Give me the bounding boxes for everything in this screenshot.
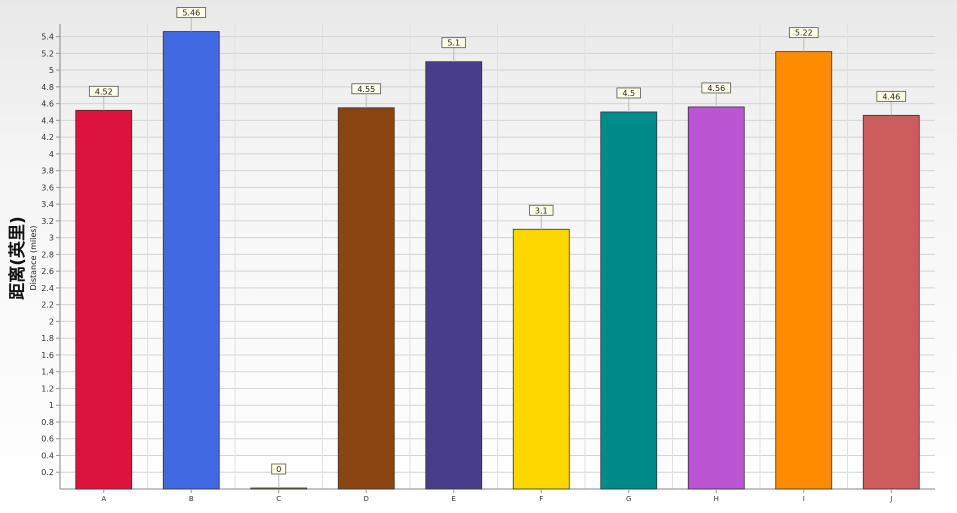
y-tick-label: 5 [49, 66, 54, 75]
data-label: 4.55 [357, 85, 375, 94]
y-tick-label: 0.2 [41, 468, 54, 477]
x-tick-label: B [189, 495, 194, 503]
data-label: 4.5 [622, 89, 635, 98]
bar-J [862, 114, 920, 490]
y-tick-label: 2.4 [41, 284, 54, 293]
y-tick-label: 0.4 [41, 451, 54, 460]
y-tick-label: 3 [49, 234, 54, 243]
data-label: 5.1 [447, 39, 460, 48]
y-tick-label: 1 [49, 401, 54, 410]
x-tick-label: C [276, 495, 281, 503]
data-label-box [441, 37, 466, 49]
x-tick-label: D [364, 495, 369, 503]
data-label-box [88, 85, 119, 97]
data-label-box [351, 83, 382, 95]
y-tick-label: 2.8 [41, 250, 54, 259]
data-label: 4.56 [707, 84, 725, 93]
x-tick-label: E [452, 495, 456, 503]
y-tick-label: 2 [49, 317, 54, 326]
data-labels: 4.52 5.46 0 4.55 5.1 3.1 4.5 4.56 5.22 4.46 [88, 7, 907, 488]
y-tick-label: 5.4 [41, 33, 54, 42]
y-tick-label: 1.8 [41, 334, 54, 343]
bar-H [687, 106, 745, 490]
y-tick-label: 4.2 [41, 133, 54, 142]
bar-F [512, 228, 570, 490]
data-label: 4.46 [882, 92, 900, 101]
bar-E [425, 61, 483, 490]
data-label: 3.1 [535, 206, 548, 215]
data-label-box [788, 27, 819, 39]
bar-B [162, 31, 220, 490]
y-tick-label: 1.6 [41, 351, 54, 360]
y-axis-sublabel: Distance (miles) [29, 225, 38, 290]
x-tick-label: I [803, 495, 805, 503]
y-axis-label: 距离(英里) [7, 216, 28, 300]
y-tick-label: 2.2 [41, 301, 54, 310]
y-tick-label: 0.8 [41, 418, 54, 427]
bars [75, 31, 920, 490]
data-label-box [701, 82, 732, 94]
x-tick-label: F [539, 495, 543, 503]
y-tick-label: 2.6 [41, 267, 54, 276]
data-label: 4.52 [95, 87, 113, 96]
bar-A [75, 109, 133, 490]
y-tick-label: 4 [49, 150, 54, 159]
x-tick-label: A [101, 495, 106, 503]
y-axis-ticks: 0.2 0.4 0.6 0.8 1 1.2 1.4 1.6 1.8 2 2.2 2.4 2.6 2.8 3 3… [41, 33, 60, 477]
data-label-box [616, 87, 641, 99]
bar-D [337, 107, 395, 490]
bar-C [250, 487, 308, 490]
y-tick-label: 4.6 [41, 100, 54, 109]
y-tick-label: 5.2 [41, 49, 54, 58]
y-tick-label: 4.4 [41, 116, 54, 125]
data-label-box [176, 7, 207, 18]
y-tick-label: 3.6 [41, 183, 54, 192]
y-tick-label: 3.4 [41, 200, 54, 209]
y-axis-title: 距离(英里) Distance (miles) [7, 216, 38, 300]
data-label: 0 [276, 465, 281, 474]
data-label-box [271, 463, 287, 475]
y-tick-label: 1.2 [41, 384, 54, 393]
data-label: 5.22 [795, 29, 813, 38]
data-label-box [529, 204, 554, 216]
y-tick-label: 0.6 [41, 435, 54, 444]
y-tick-label: 3.8 [41, 167, 54, 176]
x-tick-label: H [714, 495, 719, 503]
bar-I [775, 51, 833, 490]
data-label-box [876, 90, 907, 102]
data-label: 5.46 [182, 9, 200, 18]
y-tick-label: 4.8 [41, 83, 54, 92]
x-axis-labels: A B C D E F G H I J [101, 489, 892, 503]
x-tick-label: G [626, 495, 631, 503]
y-tick-label: 3.2 [41, 217, 54, 226]
bar-G [600, 111, 658, 490]
y-tick-label: 1.4 [41, 368, 54, 377]
x-tick-label: J [889, 495, 892, 503]
